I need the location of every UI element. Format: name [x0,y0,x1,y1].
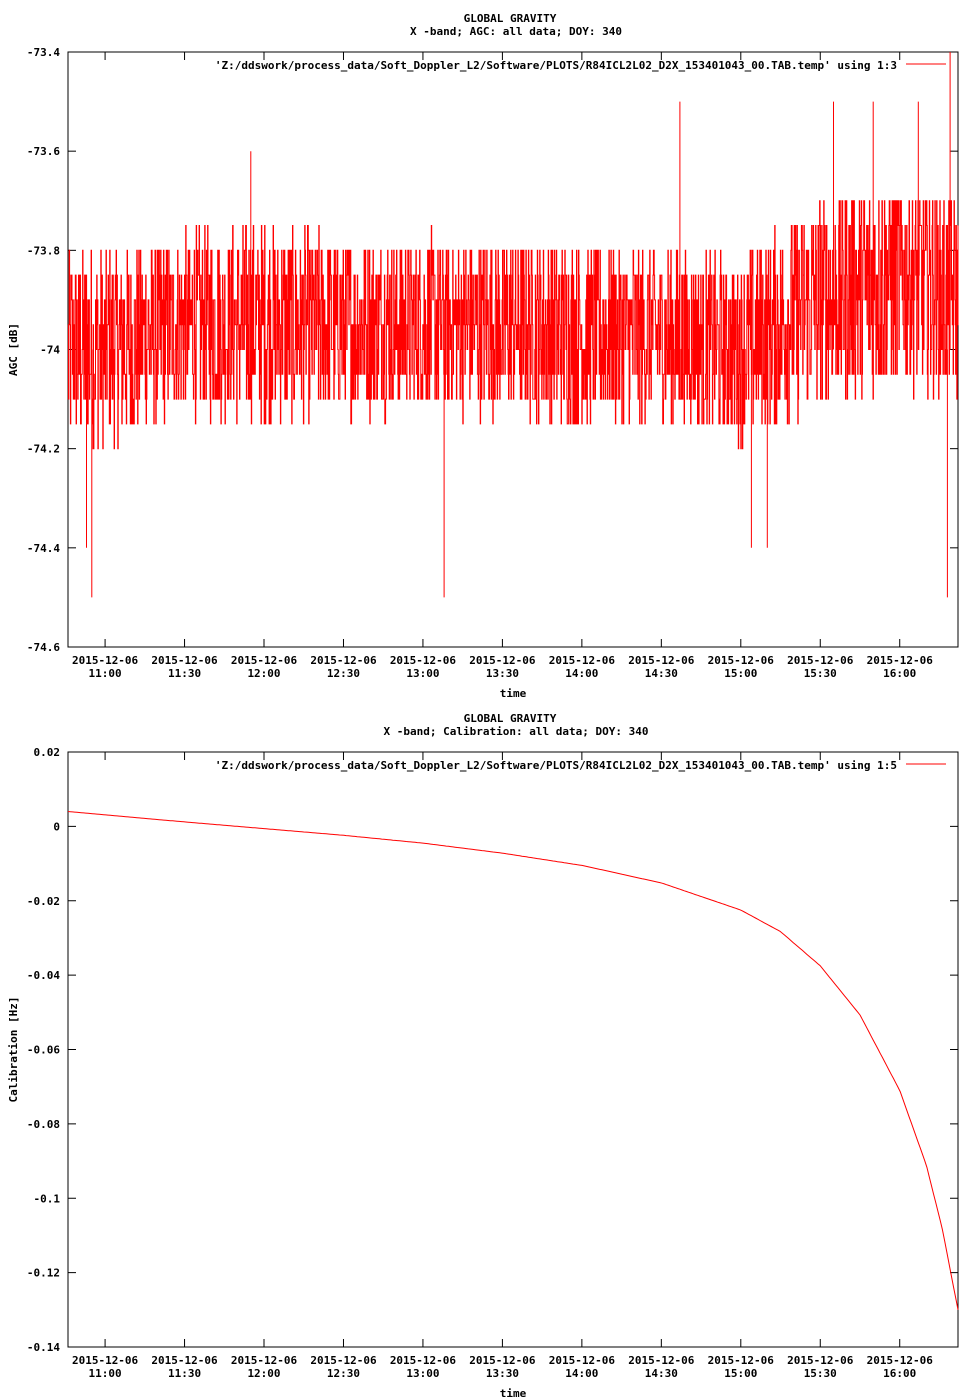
plot-frame [67,751,959,1348]
x-tick-label-time: 13:30 [486,1367,519,1380]
x-tick-label-time: 12:30 [327,1367,360,1380]
x-tick-label-time: 11:30 [168,1367,201,1380]
x-tick-label-time: 12:00 [247,667,280,680]
x-tick-label-date: 2015-12-06 [151,1354,218,1367]
y-tick-label: -0.02 [27,895,60,908]
x-tick-label-date: 2015-12-06 [390,654,457,667]
y-axis-label: Calibration [Hz] [7,997,20,1103]
x-tick-label-time: 15:30 [804,1367,837,1380]
x-tick-label-time: 15:00 [724,667,757,680]
x-tick-label-time: 11:00 [89,667,122,680]
chart-title: GLOBAL GRAVITY [464,12,557,25]
x-tick-label-date: 2015-12-06 [708,1354,775,1367]
y-tick-label: -0.12 [27,1267,60,1280]
x-tick-label-time: 14:00 [565,667,598,680]
chart-subtitle: X -band; Calibration: all data; DOY: 340 [384,725,649,738]
x-axis-label: time [500,687,527,700]
x-tick-label-time: 15:30 [804,667,837,680]
y-tick-label: -74 [40,344,60,357]
x-tick-label-time: 11:30 [168,667,201,680]
x-tick-label-time: 11:00 [89,1367,122,1380]
x-tick-label-time: 16:00 [883,1367,916,1380]
chart-title: GLOBAL GRAVITY [464,712,557,725]
legend-text: 'Z:/ddswork/process_data/Soft_Doppler_L2… [215,759,897,772]
y-tick-label: 0.02 [34,746,61,759]
x-tick-label-date: 2015-12-06 [231,654,298,667]
y-tick-label: -0.14 [27,1341,60,1354]
x-tick-label-date: 2015-12-06 [469,1354,536,1367]
x-tick-label-time: 14:30 [645,1367,678,1380]
x-tick-label-date: 2015-12-06 [231,1354,298,1367]
x-tick-label-date: 2015-12-06 [787,1354,854,1367]
x-axis-label: time [500,1387,527,1400]
x-tick-label-time: 14:30 [645,667,678,680]
x-tick-label-date: 2015-12-06 [310,654,377,667]
y-tick-label: -73.8 [27,244,60,257]
y-tick-label: -0.04 [27,969,60,982]
y-tick-label: -0.06 [27,1044,60,1057]
x-tick-label-date: 2015-12-06 [867,654,934,667]
x-tick-label-date: 2015-12-06 [151,654,218,667]
x-tick-label-date: 2015-12-06 [310,1354,377,1367]
y-tick-label: 0 [53,820,60,833]
y-tick-label: -74.2 [27,443,60,456]
y-tick-label: -73.4 [27,46,60,59]
x-tick-label-time: 14:00 [565,1367,598,1380]
x-tick-label-date: 2015-12-06 [867,1354,934,1367]
x-tick-label-date: 2015-12-06 [72,1354,139,1367]
x-tick-label-date: 2015-12-06 [390,1354,457,1367]
x-tick-label-time: 13:00 [406,667,439,680]
x-tick-label-date: 2015-12-06 [469,654,536,667]
data-series-line [67,52,959,598]
x-tick-label-date: 2015-12-06 [628,1354,695,1367]
x-tick-label-date: 2015-12-06 [549,654,616,667]
x-tick-label-time: 16:00 [883,667,916,680]
legend-text: 'Z:/ddswork/process_data/Soft_Doppler_L2… [215,59,897,72]
x-tick-label-date: 2015-12-06 [549,1354,616,1367]
x-tick-label-date: 2015-12-06 [708,654,775,667]
x-tick-label-date: 2015-12-06 [787,654,854,667]
x-tick-label-time: 15:00 [724,1367,757,1380]
chart-subtitle: X -band; AGC: all data; DOY: 340 [410,25,622,38]
y-axis-label: AGC [dB] [7,323,20,376]
x-tick-label-time: 13:30 [486,667,519,680]
y-tick-label: -74.6 [27,641,60,654]
x-tick-label-time: 12:00 [247,1367,280,1380]
y-tick-label: -74.4 [27,542,60,555]
y-tick-label: -0.08 [27,1118,60,1131]
x-tick-label-date: 2015-12-06 [628,654,695,667]
x-tick-label-time: 12:30 [327,667,360,680]
data-series-line [67,811,959,1310]
x-tick-label-date: 2015-12-06 [72,654,139,667]
x-tick-label-time: 13:00 [406,1367,439,1380]
y-tick-label: -73.6 [27,145,60,158]
y-tick-label: -0.1 [34,1192,61,1205]
